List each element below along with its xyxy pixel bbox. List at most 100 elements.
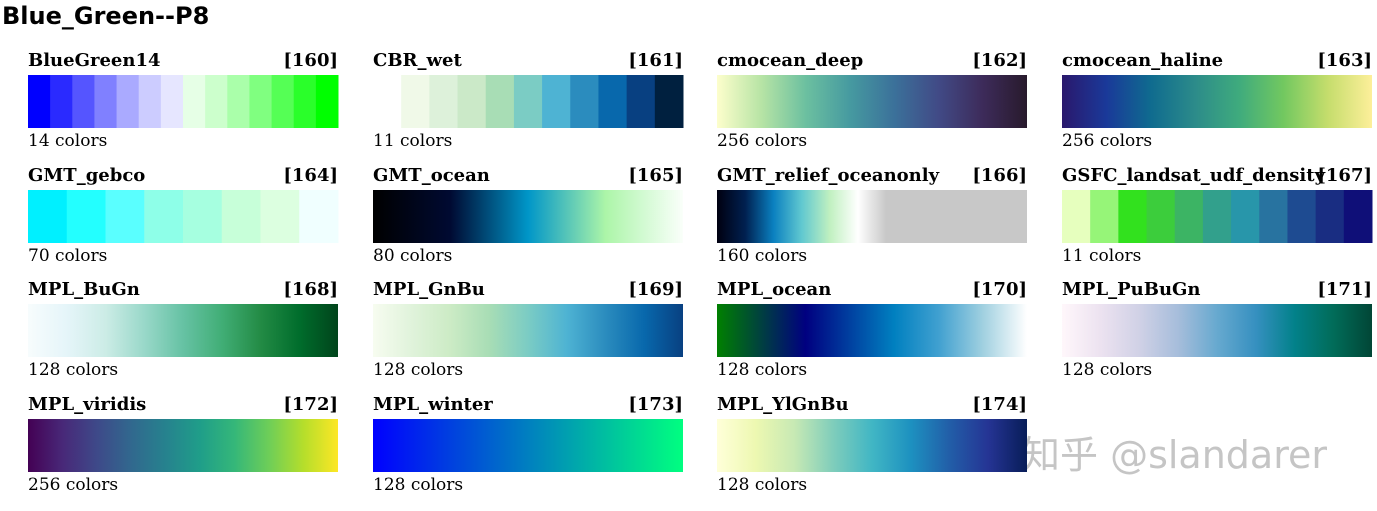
color-count: 256 colors [717, 131, 807, 151]
color-count: 14 colors [28, 131, 107, 151]
color-count: 11 colors [373, 131, 452, 151]
color-swatch [50, 75, 73, 128]
colormap-name: BlueGreen14 [28, 50, 161, 71]
color-count: 128 colors [717, 360, 807, 380]
color-swatch [28, 75, 51, 128]
color-bar [28, 304, 338, 357]
color-swatch [485, 75, 515, 128]
color-swatch [1231, 190, 1260, 243]
color-swatch [205, 75, 228, 128]
color-swatch [299, 190, 339, 243]
colormap-index: [172] [283, 394, 338, 415]
color-swatch [271, 75, 295, 128]
color-bar [28, 419, 338, 472]
color-swatch [72, 75, 95, 128]
color-swatch [1146, 190, 1176, 243]
color-swatch [94, 75, 118, 128]
color-swatch [160, 75, 184, 128]
color-swatch [260, 190, 300, 243]
color-count: 256 colors [28, 475, 118, 495]
colormap-name: GMT_relief_oceanonly [717, 165, 940, 186]
color-swatch [138, 75, 162, 128]
color-swatch [144, 190, 184, 243]
colormap-name: MPL_BuGn [28, 279, 140, 300]
colormap-name: cmocean_deep [717, 50, 863, 71]
color-bar [717, 190, 1027, 243]
color-swatch [654, 75, 684, 128]
color-swatch [1259, 190, 1288, 243]
color-swatch [429, 75, 459, 128]
color-swatch [1062, 190, 1091, 243]
colormap-index: [164] [283, 165, 338, 186]
color-swatch [28, 190, 68, 243]
color-swatch [1202, 190, 1232, 243]
colormap-name: MPL_viridis [28, 394, 146, 415]
color-swatch [1090, 190, 1119, 243]
color-count: 128 colors [373, 360, 463, 380]
colormap-name: MPL_GnBu [373, 279, 485, 300]
colormap-name: GMT_ocean [373, 165, 490, 186]
colormap-index: [173] [628, 394, 683, 415]
color-count: 70 colors [28, 246, 107, 266]
colormap-index: [174] [972, 394, 1027, 415]
colormap-index: [162] [972, 50, 1027, 71]
color-swatch [401, 75, 430, 128]
color-bar [1062, 75, 1372, 128]
color-bar [717, 75, 1027, 128]
colormap-index: [167] [1317, 165, 1372, 186]
color-count: 128 colors [28, 360, 118, 380]
colormap-index: [160] [283, 50, 338, 71]
color-swatch [1174, 190, 1204, 243]
color-count: 128 colors [717, 475, 807, 495]
color-swatch [1315, 190, 1345, 243]
colormap-index: [161] [628, 50, 683, 71]
colormap-name: MPL_ocean [717, 279, 831, 300]
colormap-name: MPL_winter [373, 394, 493, 415]
color-count: 128 colors [1062, 360, 1152, 380]
color-count: 160 colors [717, 246, 807, 266]
colormap-index: [169] [628, 279, 683, 300]
color-swatch [1118, 190, 1148, 243]
color-swatch [221, 190, 261, 243]
color-swatch [1287, 190, 1317, 243]
color-count: 80 colors [373, 246, 452, 266]
color-bar [717, 419, 1027, 472]
colormap-name: GSFC_landsat_udf_density [1062, 165, 1326, 186]
color-bar [373, 304, 683, 357]
color-swatch [293, 75, 317, 128]
color-swatch [626, 75, 656, 128]
color-swatch [227, 75, 250, 128]
colormap-index: [171] [1317, 279, 1372, 300]
color-swatch [105, 190, 145, 243]
watermark: 知乎 @slandarer [1022, 433, 1327, 477]
color-bar [373, 419, 683, 472]
color-swatch [66, 190, 106, 243]
color-swatch [457, 75, 487, 128]
colormap-index: [163] [1317, 50, 1372, 71]
color-bar [373, 190, 683, 243]
color-swatch [116, 75, 140, 128]
colormap-index: [170] [972, 279, 1027, 300]
page-title: Blue_Green--P8 [2, 2, 209, 30]
color-bar [1062, 304, 1372, 357]
colormap-index: [166] [972, 165, 1027, 186]
colormap-index: [168] [283, 279, 338, 300]
color-swatch [598, 75, 628, 128]
color-count: 256 colors [1062, 131, 1152, 151]
color-swatch [183, 190, 223, 243]
colormap-name: GMT_gebco [28, 165, 145, 186]
color-swatch [542, 75, 571, 128]
color-count: 11 colors [1062, 246, 1141, 266]
color-swatch [1343, 190, 1373, 243]
color-swatch [513, 75, 543, 128]
color-count: 128 colors [373, 475, 463, 495]
colormap-index: [165] [628, 165, 683, 186]
color-swatch [570, 75, 599, 128]
color-swatch [373, 75, 402, 128]
color-swatch [315, 75, 339, 128]
color-bar [717, 304, 1027, 357]
color-swatch [183, 75, 206, 128]
colormap-name: MPL_PuBuGn [1062, 279, 1201, 300]
color-swatch [249, 75, 273, 128]
